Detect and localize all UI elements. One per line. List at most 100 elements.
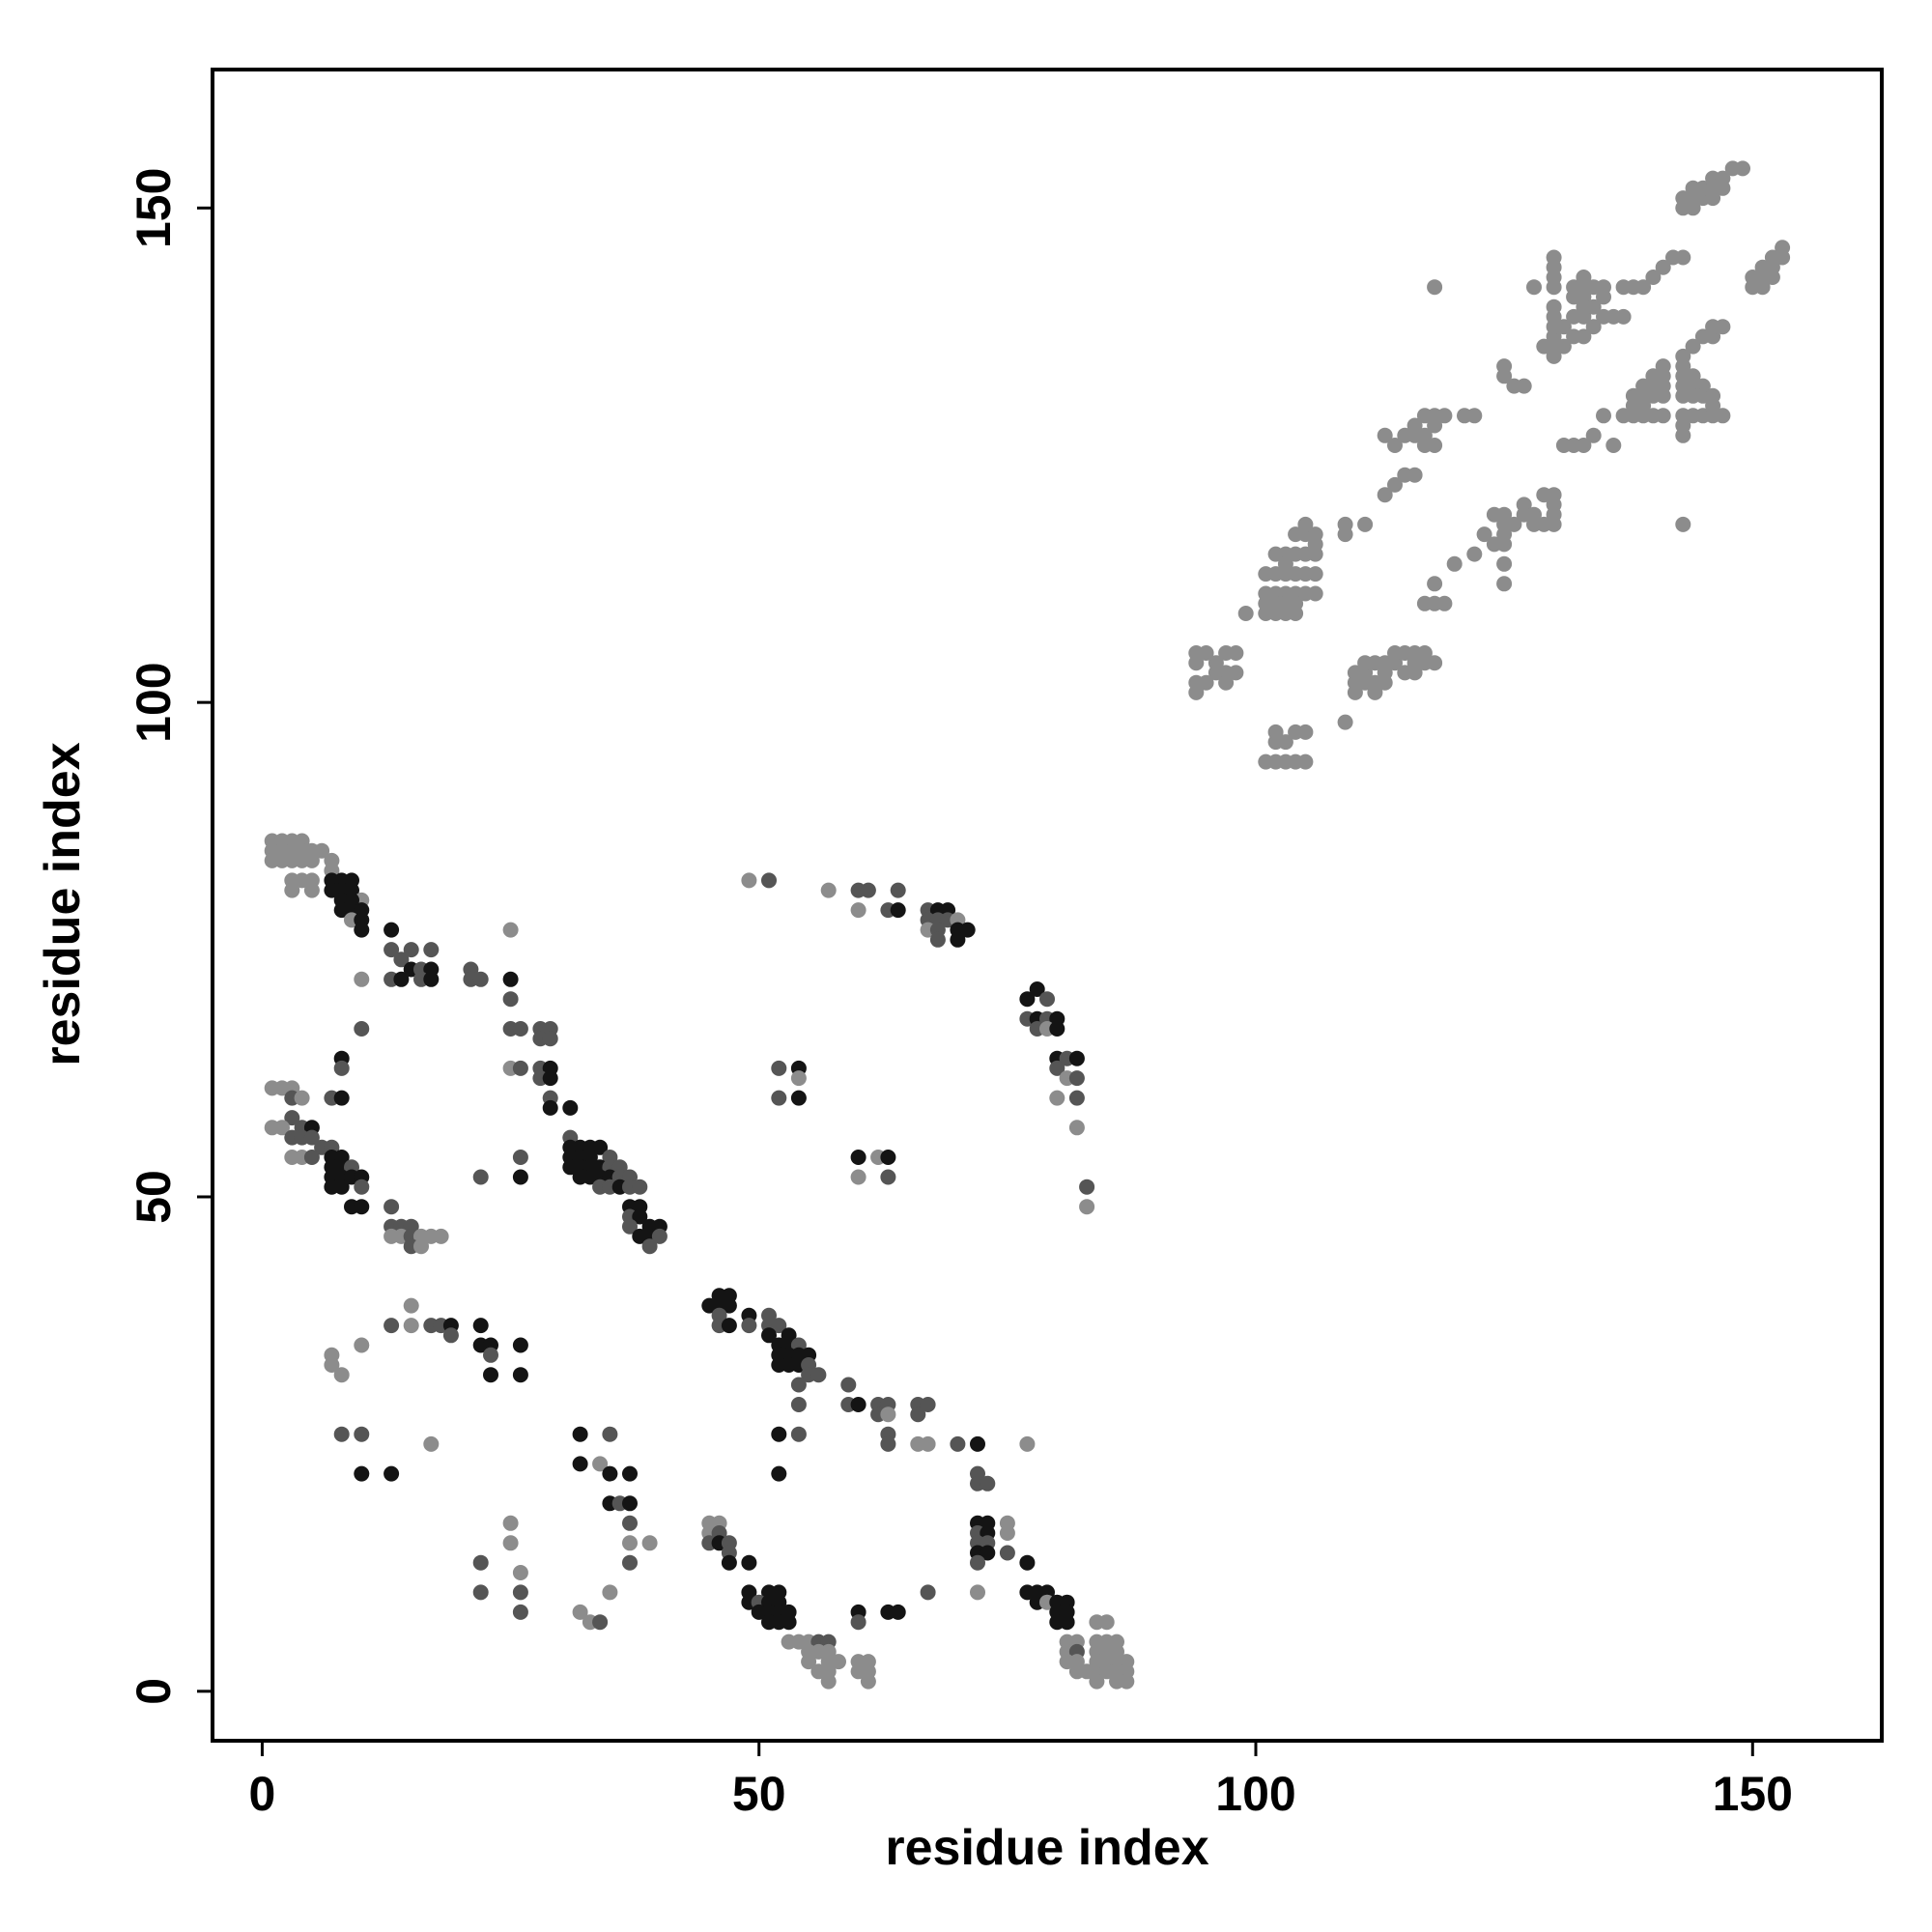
data-point	[1198, 674, 1214, 691]
data-point	[384, 922, 400, 938]
data-point	[890, 902, 906, 919]
data-point	[959, 922, 976, 938]
data-point	[641, 1238, 658, 1255]
data-point	[880, 1169, 896, 1185]
data-point	[950, 1435, 966, 1452]
data-point	[641, 1535, 658, 1551]
data-point	[999, 1525, 1015, 1541]
data-point	[771, 1090, 787, 1106]
data-point	[1576, 308, 1592, 325]
data-point	[472, 1554, 489, 1571]
data-point	[1685, 338, 1701, 355]
data-point	[1079, 1179, 1095, 1195]
data-point	[1496, 368, 1513, 384]
data-point	[1297, 516, 1314, 532]
data-point	[1049, 1060, 1065, 1076]
data-point	[602, 1426, 618, 1442]
data-point	[512, 1337, 528, 1353]
data-point	[771, 1318, 787, 1334]
data-point	[790, 1377, 807, 1393]
data-point	[1506, 516, 1522, 532]
data-point	[512, 1021, 528, 1037]
data-point	[1297, 724, 1314, 740]
data-point	[512, 1565, 528, 1580]
data-point	[354, 1021, 370, 1037]
data-point	[1228, 665, 1244, 681]
data-point	[929, 931, 946, 948]
data-point	[1307, 566, 1323, 582]
data-point	[384, 1318, 400, 1334]
data-point	[1068, 1120, 1085, 1136]
data-point	[433, 1228, 449, 1244]
data-point	[771, 1060, 787, 1076]
data-point	[592, 1456, 609, 1472]
data-point	[483, 1347, 498, 1363]
data-point	[1576, 438, 1592, 453]
data-point	[572, 1456, 588, 1472]
data-point	[1228, 645, 1244, 661]
data-point	[502, 971, 519, 987]
data-point	[1357, 516, 1374, 532]
data-point	[423, 942, 440, 958]
data-point	[890, 1604, 906, 1620]
data-point	[970, 1435, 985, 1452]
data-point	[1416, 438, 1433, 453]
data-point	[1585, 319, 1602, 335]
data-point	[403, 1297, 419, 1314]
data-point	[1715, 408, 1731, 424]
data-point	[771, 1426, 787, 1442]
data-point	[790, 1090, 807, 1106]
data-point	[831, 1654, 846, 1670]
data-point	[1068, 1070, 1085, 1087]
data-point	[1466, 546, 1483, 562]
data-point	[403, 1318, 419, 1334]
data-point	[284, 882, 300, 898]
data-point	[1277, 555, 1293, 572]
data-point	[810, 1367, 827, 1383]
data-point	[1307, 585, 1323, 602]
data-point	[1198, 645, 1214, 661]
data-point	[1705, 387, 1721, 404]
data-point	[1098, 1614, 1115, 1631]
data-point	[1476, 526, 1492, 543]
data-point	[472, 1584, 489, 1601]
data-point	[502, 1535, 519, 1551]
data-point	[393, 952, 410, 968]
x-axis: 0 50 100 150	[249, 1741, 1793, 1821]
data-point	[592, 1139, 609, 1155]
data-point	[1496, 576, 1513, 592]
data-point	[354, 971, 370, 987]
data-point	[1068, 1090, 1085, 1106]
data-point	[980, 1475, 996, 1492]
points-layer	[264, 160, 1791, 1690]
data-point	[602, 1465, 618, 1482]
data-point	[333, 1179, 350, 1195]
data-point	[1516, 378, 1532, 394]
data-point	[512, 1367, 528, 1383]
data-point	[721, 1297, 737, 1314]
data-point	[632, 1208, 648, 1225]
data-point	[1377, 487, 1393, 503]
data-point	[303, 1129, 320, 1146]
data-point	[741, 1554, 757, 1571]
data-point	[333, 1090, 350, 1106]
data-point	[1596, 279, 1611, 296]
data-point	[1625, 398, 1641, 413]
data-point	[1496, 506, 1513, 523]
data-point	[820, 882, 837, 898]
data-point	[1237, 606, 1254, 621]
data-point	[333, 1367, 350, 1383]
data-point	[1546, 497, 1562, 513]
data-point	[1019, 991, 1036, 1008]
data-point	[1436, 595, 1453, 611]
data-point	[890, 882, 906, 898]
data-point	[1576, 270, 1592, 285]
data-point	[1049, 1090, 1065, 1106]
data-point	[512, 1060, 528, 1076]
y-tick-label: 50	[127, 1170, 181, 1224]
data-point	[354, 1337, 370, 1353]
data-point	[502, 1515, 519, 1531]
data-point	[1675, 516, 1691, 532]
data-point	[354, 922, 370, 938]
data-point	[850, 1397, 867, 1412]
